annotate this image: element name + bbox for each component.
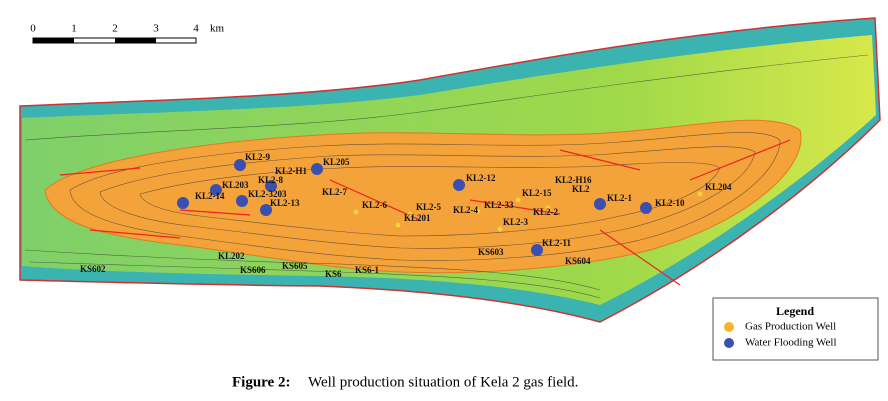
well-label: KS603 bbox=[478, 247, 504, 257]
well-label: KL2-4 bbox=[453, 205, 479, 215]
well-label: KL2-7 bbox=[322, 187, 348, 197]
well-label: KL204 bbox=[705, 182, 732, 192]
gas-production-well bbox=[497, 226, 503, 232]
water-flooding-well bbox=[234, 159, 246, 171]
water-flooding-well bbox=[265, 180, 277, 192]
scale-unit: km bbox=[210, 23, 225, 35]
gas-production-well bbox=[353, 209, 359, 215]
map-body bbox=[19, 17, 881, 323]
well-label: KL2-3203 bbox=[248, 189, 287, 199]
scale-label: 2 bbox=[112, 23, 118, 35]
well-label: KL2-9 bbox=[245, 152, 271, 162]
well-label: KS602 bbox=[80, 264, 106, 274]
scale-label: 4 bbox=[193, 23, 199, 35]
water-flooding-well bbox=[177, 197, 189, 209]
well-label: KL2-6 bbox=[362, 200, 388, 210]
gas-production-well bbox=[407, 211, 413, 217]
gas-production-well bbox=[395, 222, 401, 228]
gas-production-well bbox=[697, 191, 703, 197]
well-label: KL2-H16 bbox=[555, 175, 592, 185]
well-label: KS605 bbox=[282, 261, 308, 271]
well-label: KL2-10 bbox=[655, 198, 685, 208]
well-label: KL205 bbox=[323, 157, 350, 167]
well-label: KL203 bbox=[222, 180, 249, 190]
well-label: KL2-13 bbox=[270, 198, 300, 208]
water-flooding-well bbox=[453, 179, 465, 191]
water-flooding-well bbox=[236, 195, 248, 207]
scale-label: 1 bbox=[71, 23, 77, 35]
well-label: KL2-15 bbox=[522, 188, 552, 198]
well-label: KL2 bbox=[572, 184, 590, 194]
scale-label: 3 bbox=[153, 23, 159, 35]
well-label: KS6 bbox=[325, 269, 342, 279]
water-flooding-well bbox=[640, 202, 652, 214]
legend-title: Legend bbox=[776, 304, 814, 318]
well-label: KL2-1 bbox=[607, 193, 633, 203]
legend-symbol bbox=[724, 338, 734, 348]
gas-production-well bbox=[545, 205, 551, 211]
well-label: KL2-33 bbox=[484, 200, 514, 210]
scale-label: 0 bbox=[30, 23, 36, 35]
well-label: KL202 bbox=[218, 251, 245, 261]
well-label: KL2-11 bbox=[542, 238, 572, 248]
gas-production-well bbox=[475, 208, 481, 214]
gas-production-well bbox=[515, 197, 521, 203]
water-flooding-well bbox=[531, 244, 543, 256]
well-label: KL201 bbox=[404, 213, 431, 223]
well-label: KS606 bbox=[240, 265, 266, 275]
scale-bar: 0 1 2 3 4 km bbox=[30, 23, 225, 44]
well-label: KS6-1 bbox=[355, 265, 380, 275]
legend-symbol bbox=[724, 322, 734, 332]
well-label: KL2-14 bbox=[195, 191, 225, 201]
well-label: KL2-12 bbox=[466, 173, 496, 183]
well-label: KS604 bbox=[565, 256, 591, 266]
well-label: KL2-5 bbox=[416, 202, 442, 212]
well-label: KL2-H1 bbox=[275, 166, 308, 176]
water-flooding-well bbox=[260, 204, 272, 216]
legend: Legend Gas Production Well Water Floodin… bbox=[712, 297, 879, 361]
water-flooding-well bbox=[311, 163, 323, 175]
caption-label: Figure 2: bbox=[232, 374, 290, 390]
legend-item: Water Flooding Well bbox=[745, 337, 837, 349]
water-flooding-well bbox=[210, 184, 222, 196]
caption-text: Well production situation of Kela 2 gas … bbox=[308, 374, 578, 390]
well-label: KL2-3 bbox=[503, 217, 529, 227]
water-flooding-well bbox=[594, 198, 606, 210]
well-label: KL2-8 bbox=[258, 175, 284, 185]
well-label: KL2-2 bbox=[533, 207, 559, 217]
legend-item: Gas Production Well bbox=[745, 321, 836, 333]
